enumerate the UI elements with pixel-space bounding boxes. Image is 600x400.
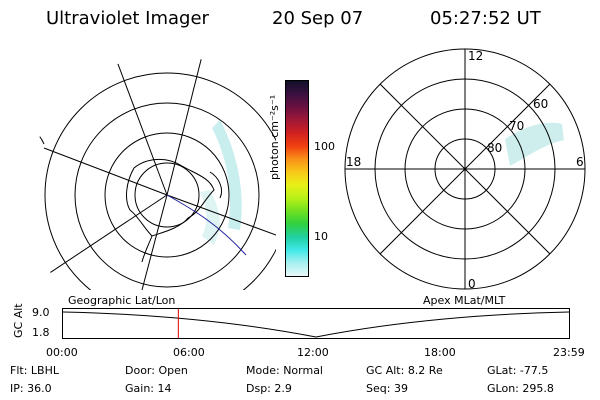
polar-plot: 12 18 6 0 80 70 60	[344, 48, 586, 291]
param-glat: GLat: -77.5	[487, 364, 549, 377]
mlt-label-12: 12	[468, 49, 483, 63]
colorbar-unit-label: photon cm⁻²s⁻¹	[268, 94, 281, 180]
mlt-label-0: 0	[468, 277, 476, 291]
longitude-lines	[35, 55, 276, 290]
param-gain: Gain: 14	[125, 382, 172, 395]
param-flt: Flt: LBHL	[10, 364, 59, 377]
param-glon: GLon: 295.8	[487, 382, 554, 395]
mlat-label-60: 60	[533, 97, 548, 111]
param-dsp: Dsp: 2.9	[246, 382, 292, 395]
timeline-frame	[62, 308, 570, 339]
auroral-glow	[200, 120, 242, 245]
timeline-xtick-0000: 00:00	[46, 346, 78, 359]
param-seq: Seq: 39	[366, 382, 408, 395]
timeline-xtick-0600: 06:00	[173, 346, 205, 359]
satellite-track	[166, 194, 247, 256]
colorbar-tick-10: 10	[314, 230, 328, 243]
timeline-ytick-low: 1.8	[32, 326, 50, 339]
colorbar-tick-100: 100	[314, 140, 335, 153]
polar-auroral-glow	[505, 122, 564, 166]
app-title: Ultraviolet Imager	[46, 8, 209, 29]
altitude-curve	[62, 311, 570, 338]
mlat-label-70: 70	[509, 119, 524, 133]
param-ip: IP: 36.0	[10, 382, 52, 395]
param-mode: Mode: Normal	[246, 364, 323, 377]
geographic-map	[27, 55, 276, 290]
timeline-ylabel: GC Alt	[12, 303, 25, 338]
date-label: 20 Sep 07	[272, 8, 364, 29]
latitude-circles	[44, 72, 276, 290]
time-label: 05:27:52 UT	[430, 8, 541, 29]
param-door: Door: Open	[125, 364, 188, 377]
mlt-label-18: 18	[346, 155, 361, 169]
colorbar	[285, 80, 309, 277]
timeline-xtick-1200: 12:00	[297, 346, 329, 359]
mlat-label-80: 80	[487, 141, 502, 155]
timeline-ytick-high: 9.0	[32, 306, 50, 319]
param-gc-alt: GC Alt: 8.2 Re	[366, 364, 443, 377]
timeline-xtick-2359: 23:59	[553, 346, 585, 359]
timeline-xtick-1800: 18:00	[424, 346, 456, 359]
polar-plot-label: Apex MLat/MLT	[423, 294, 506, 307]
altitude-timeline	[62, 308, 570, 339]
mlt-label-6: 6	[576, 155, 584, 169]
geo-map-label: Geographic Lat/Lon	[68, 294, 176, 307]
